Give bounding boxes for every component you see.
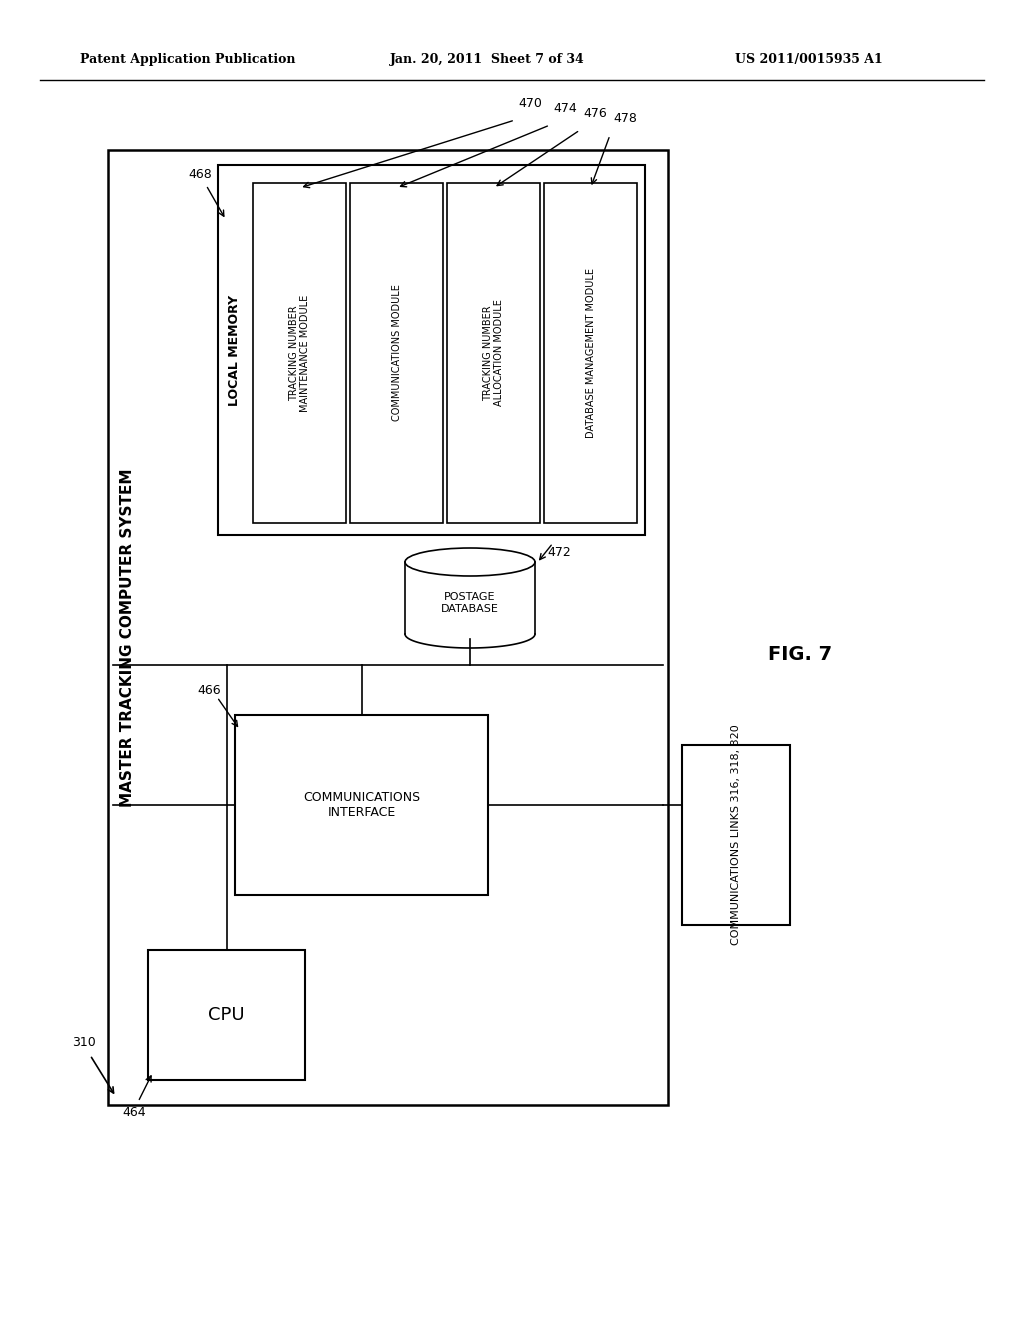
Text: 478: 478 [613,112,637,125]
Bar [447,183,540,523]
Bar [406,548,535,634]
Text: Patent Application Publication: Patent Application Publication [80,54,296,66]
Text: COMMUNICATIONS MODULE: COMMUNICATIONS MODULE [391,285,401,421]
Text: TRACKING NUMBER
ALLOCATION MODULE: TRACKING NUMBER ALLOCATION MODULE [482,300,504,407]
Bar [218,165,645,535]
Bar [234,715,488,895]
Bar [682,744,790,925]
Text: 474: 474 [553,102,577,115]
Text: 476: 476 [583,107,607,120]
Text: DATABASE MANAGEMENT MODULE: DATABASE MANAGEMENT MODULE [586,268,596,438]
Text: TRACKING NUMBER
MAINTENANCE MODULE: TRACKING NUMBER MAINTENANCE MODULE [289,294,310,412]
Bar [148,950,305,1080]
Bar [108,150,668,1105]
Text: 470: 470 [518,96,542,110]
Bar [350,183,443,523]
Text: LOCAL MEMORY: LOCAL MEMORY [227,294,241,405]
Text: POSTAGE
DATABASE: POSTAGE DATABASE [441,593,499,614]
Text: COMMUNICATIONS
INTERFACE: COMMUNICATIONS INTERFACE [303,791,420,818]
Text: Jan. 20, 2011  Sheet 7 of 34: Jan. 20, 2011 Sheet 7 of 34 [390,54,585,66]
Text: COMMUNICATIONS LINKS 316, 318, 320: COMMUNICATIONS LINKS 316, 318, 320 [731,725,741,945]
Text: FIG. 7: FIG. 7 [768,645,833,664]
Ellipse shape [406,548,535,576]
Bar [544,183,637,523]
Text: 464: 464 [122,1106,145,1118]
Text: 472: 472 [547,546,570,560]
Text: US 2011/0015935 A1: US 2011/0015935 A1 [735,54,883,66]
Text: 466: 466 [198,684,221,697]
Text: CPU: CPU [208,1006,245,1024]
Text: MASTER TRACKING COMPUTER SYSTEM: MASTER TRACKING COMPUTER SYSTEM [121,469,135,807]
Text: 310: 310 [72,1036,96,1049]
Bar [253,183,346,523]
Text: 468: 468 [188,169,212,181]
